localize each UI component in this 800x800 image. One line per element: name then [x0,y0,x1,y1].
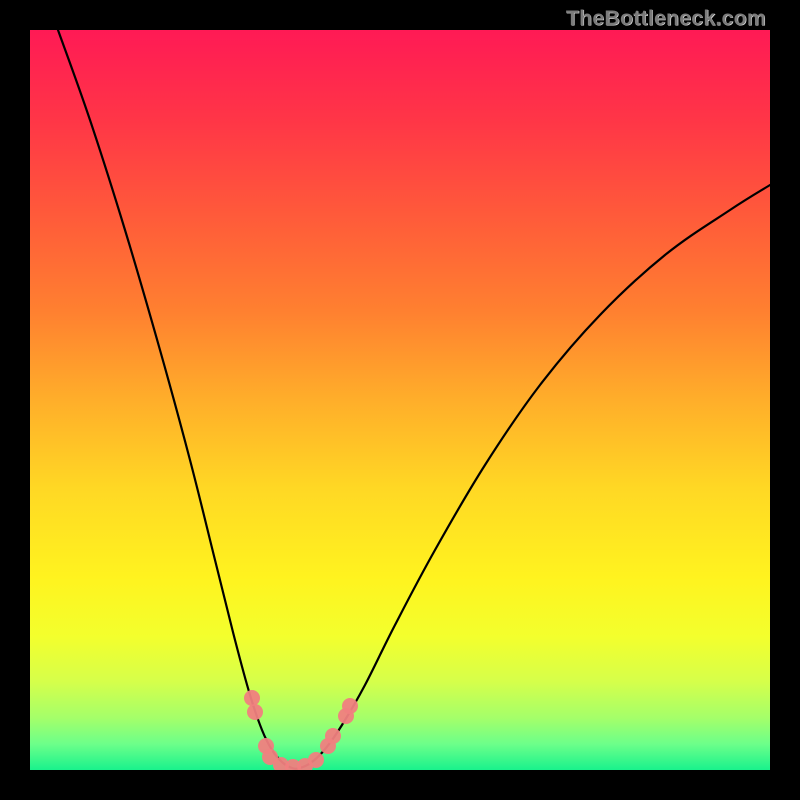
chart-frame: TheBottleneck.com TheBottleneck.com [0,0,800,800]
notch-marker [325,728,341,744]
plot-area [30,30,770,770]
notch-marker [244,690,260,706]
notch-marker [247,704,263,720]
gradient-background [30,30,770,770]
notch-marker [342,698,358,714]
watermark-text: TheBottleneck.com [566,6,766,31]
notch-marker [308,752,324,768]
plot-svg [30,30,770,770]
